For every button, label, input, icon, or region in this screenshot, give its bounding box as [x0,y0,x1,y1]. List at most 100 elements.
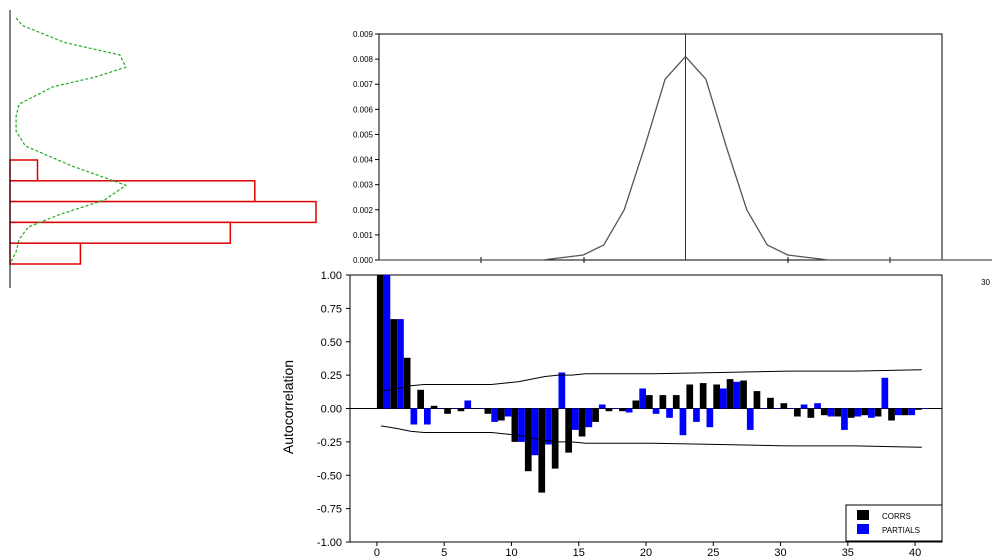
partials-bar [894,408,902,416]
legend-swatch-partials [857,524,869,534]
corrs-bar [538,408,546,493]
partials-bar [800,404,808,409]
acf-y-tick-label: 0.00 [321,404,342,416]
corrs-bar [753,391,761,409]
density-y-tick-label: 0.000 [353,256,374,265]
corrs-bar [699,383,707,409]
density-curve [9,17,128,265]
corrs-bar [565,408,572,453]
partials-bar [585,408,593,428]
partials-bar [491,408,498,422]
acf-x-tick-label: 15 [573,547,585,559]
partials-bar [720,388,727,409]
density-x-tick-label: 30 [981,278,990,287]
acf-y-tick-label: -0.75 [317,504,342,516]
partials-bar [746,408,754,430]
partials-bar [841,408,848,430]
partials-bar [450,408,458,409]
partials-bar [625,408,633,413]
corrs-bar [767,397,774,409]
partials-bar [464,400,472,409]
acf-x-tick-label: 20 [640,547,652,559]
density-y-tick-label: 0.004 [353,156,374,165]
corrs-bar [417,389,424,409]
density-y-tick-label: 0.008 [353,55,374,64]
partials-bar [612,408,620,409]
partials-bar [410,408,418,425]
corrs-bar [740,380,747,409]
confidence-band-upper [380,369,922,392]
corrs-bar [659,395,667,409]
partials-bar [639,388,646,409]
acf-x-tick-label: 5 [441,547,447,559]
partials-bar [773,408,781,409]
corrs-bar [444,408,451,414]
acf-y-tick-label: 0.50 [321,337,342,349]
partials-bar [666,408,673,418]
acf-x-tick-label: 10 [505,547,517,559]
acf-x-tick-label: 30 [774,547,786,559]
hist-bar [9,180,256,203]
density-panel: 0.009 0.008 0.007 0.006 0.005 0.004 0.003 0.002… [353,30,992,287]
corrs-bar [578,408,586,437]
corrs-bar [511,408,519,442]
corrs-bar [901,408,909,416]
corrs-bar [605,408,613,412]
density-y-tick-label: 0.001 [353,231,374,240]
partials-bar [397,319,404,409]
corrs-bar [780,403,788,409]
legend-label-corrs: CORRS [882,512,911,521]
corrs-bar [646,395,653,409]
corrs-bar [376,275,384,409]
corrs-bar [915,408,922,410]
corrs-bar [390,319,398,409]
corrs-bar [847,408,855,418]
partials-bar [868,408,875,418]
corrs-bar [619,408,626,412]
acf-x-tick-label: 25 [707,547,719,559]
acf-y-tick-label: 1.00 [321,270,342,282]
corrs-bar [484,408,492,414]
acf-y-tick-label: 0.25 [321,370,342,382]
histogram-panel [9,10,317,288]
corrs-bar [874,408,882,417]
acf-y-tick-label: 0.75 [321,303,342,315]
partials-bar [827,408,835,417]
acf-x-tick-label: 35 [842,547,854,559]
partials-bar [424,408,431,425]
corrs-bar [713,384,720,409]
partials-bar [854,408,862,417]
corrs-bar [672,395,680,409]
confidence-band-lower [380,425,922,448]
density-y-tick-label: 0.005 [353,130,374,139]
hist-bar [9,221,232,244]
corrs-bar [498,408,505,421]
corrs-bar [524,408,532,472]
partials-bar [881,377,889,409]
legend-label-partials: PARTIALS [882,526,920,535]
hist-bar [9,200,317,224]
partials-bar [652,408,660,414]
partials-bar [787,408,794,409]
partials-bar [558,372,566,409]
corrs-bar [820,408,828,416]
partials-bar [598,404,606,409]
partials-bar [531,408,539,456]
partials-bar [908,408,916,416]
acf-y-axis-label: Autocorrelation [280,360,296,454]
density-plot-frame [378,33,943,261]
density-y-tick-label: 0.006 [353,105,374,114]
corrs-bar [551,408,559,469]
corrs-bar [592,408,599,422]
density-y-tick-label: 0.002 [353,206,374,215]
partials-bar [437,408,445,409]
partials-bar [921,408,929,409]
corrs-bar [861,408,868,416]
partials-bar [760,408,768,409]
corrs-bar [807,408,815,418]
hist-bar [9,242,82,265]
partials-bar [814,403,821,409]
acf-y-tick-label: -0.50 [317,470,342,482]
acf-x-tick-label: 0 [374,547,380,559]
